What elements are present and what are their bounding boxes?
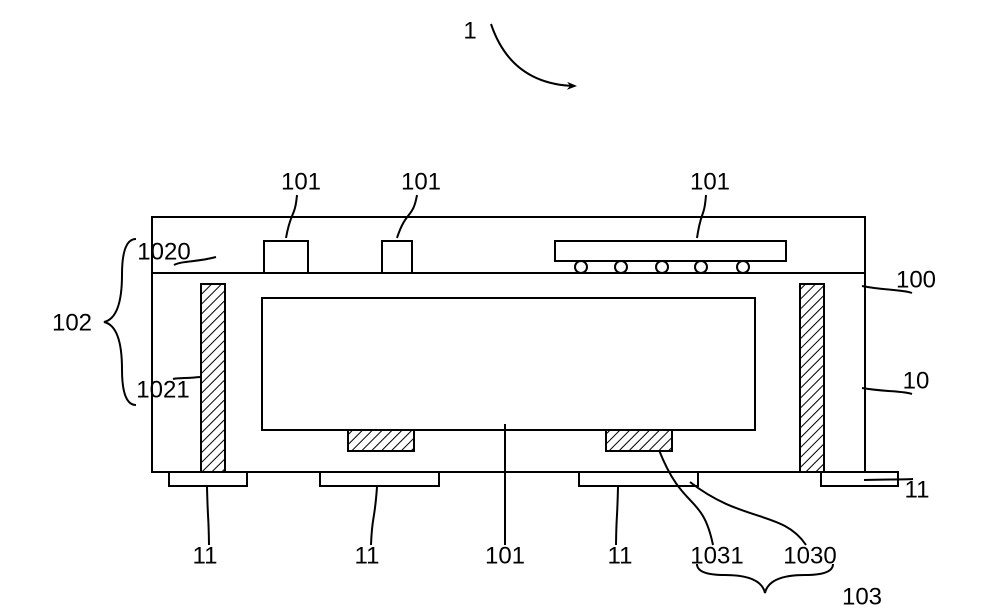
label-103: 103 [842,583,882,610]
bottom-pad-2 [579,472,698,486]
solder-ball-0 [575,261,587,273]
diagram-root: 1 101 101 101 1020 100 1021 10 11 11 101 11 1031 1030… [0,0,1000,613]
figure-indicator-arrow [491,24,575,86]
solder-ball-1 [615,261,627,273]
label-101c: 101 [690,168,730,195]
label-11d: 11 [905,476,930,503]
component-1 [382,241,412,273]
figure-label: 1 [463,17,476,44]
bottom-pad-1 [320,472,439,486]
label-100: 100 [896,266,936,293]
inner-pad-0 [348,430,414,451]
label-10: 10 [903,367,930,394]
inner-cavity [262,298,755,430]
label-102: 102 [52,309,92,336]
label-1021: 1021 [136,376,189,403]
label-101d: 101 [485,542,525,569]
solder-ball-2 [656,261,668,273]
via-1 [800,284,824,472]
solder-ball-3 [695,261,707,273]
flip-chip-die [555,241,786,261]
component-0 [264,241,308,273]
label-11b: 11 [355,542,380,569]
label-1030: 1030 [783,542,836,569]
brace-102 [104,239,136,405]
label-1020: 1020 [137,238,190,265]
label-11c: 11 [608,542,633,569]
label-1031: 1031 [690,542,743,569]
label-101b: 101 [401,168,441,195]
label-101a: 101 [281,168,321,195]
label-11a: 11 [193,542,218,569]
inner-pad-1 [606,430,672,451]
solder-ball-4 [737,261,749,273]
via-0 [201,284,225,472]
drawing-layer: 1 101 101 101 1020 100 1021 10 11 11 101 11 1031 1030… [52,17,936,610]
bottom-pad-0 [169,472,247,486]
